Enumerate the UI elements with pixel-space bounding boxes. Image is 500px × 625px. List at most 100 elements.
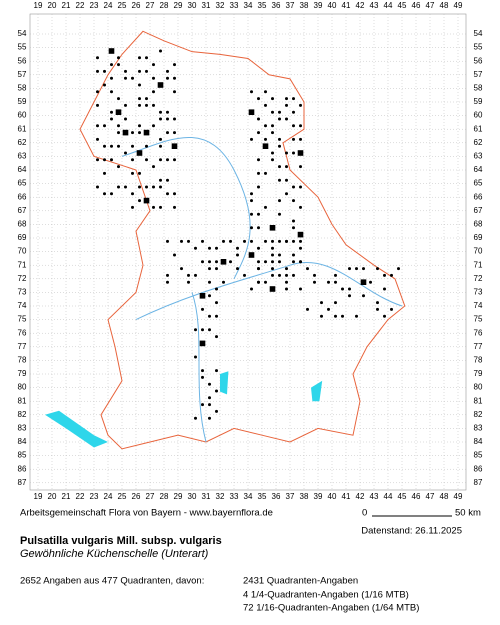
occurrence-dot (208, 280, 211, 284)
row-label: 68 (474, 220, 483, 229)
occurrence-dot (110, 158, 113, 162)
occurrence-dot (215, 314, 218, 318)
occurrence-dot (271, 239, 274, 243)
occurrence-dot (292, 151, 295, 155)
occurrence-dot (166, 280, 169, 284)
occurrence-dot (376, 307, 379, 311)
occurrence-dot (215, 389, 218, 393)
occurrence-dot (124, 117, 127, 121)
occurrence-dot (215, 301, 218, 305)
occurrence-dot (299, 205, 302, 209)
occurrence-dot (117, 165, 120, 169)
occurrence-dot (257, 226, 260, 230)
occurrence-dot (299, 246, 302, 250)
occurrence-dot (278, 144, 281, 148)
occurrence-dot (103, 192, 106, 196)
occurrence-dot (264, 239, 267, 243)
occurrence-dot (292, 97, 295, 101)
occurrence-dot (152, 63, 155, 67)
row-label: 58 (474, 84, 483, 93)
detail: 2431 Quadranten-Angaben (243, 576, 358, 587)
occurrence-dot (208, 416, 211, 420)
col-label: 31 (202, 1, 211, 10)
occurrence-dot (271, 246, 274, 250)
row-label: 65 (474, 179, 483, 188)
occurrence-dot (243, 239, 246, 243)
occurrence-dot (236, 246, 239, 250)
subtitle: Gewöhnliche Küchenschelle (Unterart) (20, 548, 209, 560)
occurrence-dot (166, 178, 169, 182)
occurrence-dot (355, 314, 358, 318)
occurrence-dot (257, 97, 260, 101)
row-label: 66 (18, 192, 27, 201)
occurrence-dot (145, 56, 148, 60)
occurrence-dot (159, 117, 162, 121)
occurrence-dot (306, 307, 309, 311)
occurrence-dot (334, 273, 337, 277)
occurrence-dot (215, 335, 218, 339)
row-label: 80 (18, 383, 27, 392)
col-label: 46 (412, 1, 421, 10)
occurrence-dot (166, 131, 169, 135)
occurrence-dot (320, 301, 323, 305)
row-label: 86 (474, 464, 483, 473)
row-label: 66 (474, 192, 483, 201)
occurrence-dot (201, 239, 204, 243)
row-label: 70 (18, 247, 27, 256)
row-label: 79 (18, 369, 27, 378)
occurrence-dot (117, 97, 120, 101)
occurrence-dot (187, 280, 190, 284)
occurrence-dot (299, 137, 302, 141)
col-label: 33 (230, 492, 239, 501)
occurrence-dot (348, 294, 351, 298)
occurrence-dot (201, 369, 204, 373)
row-label: 86 (18, 464, 27, 473)
row-label: 54 (18, 29, 27, 38)
occurrence-dot (271, 158, 274, 162)
col-label: 31 (202, 492, 211, 501)
col-label: 37 (286, 1, 295, 10)
occurrence-dot (117, 185, 120, 189)
occurrence-dot (257, 280, 260, 284)
col-label: 25 (118, 1, 127, 10)
occurrence-dot (292, 219, 295, 223)
occurrence-dot (264, 205, 267, 209)
occurrence-dot (138, 56, 141, 60)
row-label: 61 (474, 124, 483, 133)
row-label: 80 (474, 383, 483, 392)
col-label: 40 (328, 1, 337, 10)
occurrence-dot (292, 124, 295, 128)
occurrence-dot (271, 151, 274, 155)
occurrence-dot (285, 151, 288, 155)
col-label: 28 (160, 492, 169, 501)
occurrence-dot (257, 260, 260, 264)
occurrence-dot (271, 124, 274, 128)
row-label: 81 (18, 396, 27, 405)
occurrence-dot (285, 267, 288, 271)
occurrence-dot (285, 280, 288, 284)
col-label: 48 (440, 1, 449, 10)
occurrence-dot (257, 158, 260, 162)
occurrence-dot (376, 301, 379, 305)
occurrence-dot (138, 83, 141, 87)
col-label: 28 (160, 1, 169, 10)
occurrence-dot (103, 171, 106, 175)
occurrence-dot (201, 260, 204, 264)
occurrence-dot (159, 185, 162, 189)
occurrence-dot (201, 328, 204, 332)
row-label: 73 (474, 288, 483, 297)
occurrence-dot (194, 328, 197, 332)
occurrence-dot (320, 314, 323, 318)
occurrence-dot (173, 253, 176, 257)
lake (311, 380, 323, 402)
occurrence-dot (299, 239, 302, 243)
col-label: 24 (104, 492, 113, 501)
col-label: 47 (426, 1, 435, 10)
occurrence-square (108, 48, 115, 54)
col-label: 21 (62, 492, 71, 501)
occurrence-dot (250, 287, 253, 291)
col-label: 24 (104, 1, 113, 10)
row-label: 71 (474, 260, 483, 269)
row-label: 73 (18, 288, 27, 297)
occurrence-dot (229, 239, 232, 243)
